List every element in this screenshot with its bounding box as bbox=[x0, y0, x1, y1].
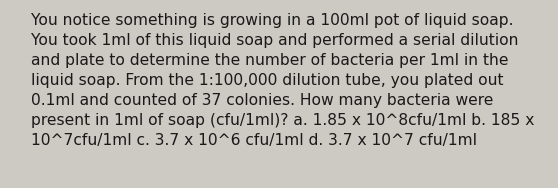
Text: You notice something is growing in a 100ml pot of liquid soap.
You took 1ml of t: You notice something is growing in a 100… bbox=[31, 13, 534, 148]
